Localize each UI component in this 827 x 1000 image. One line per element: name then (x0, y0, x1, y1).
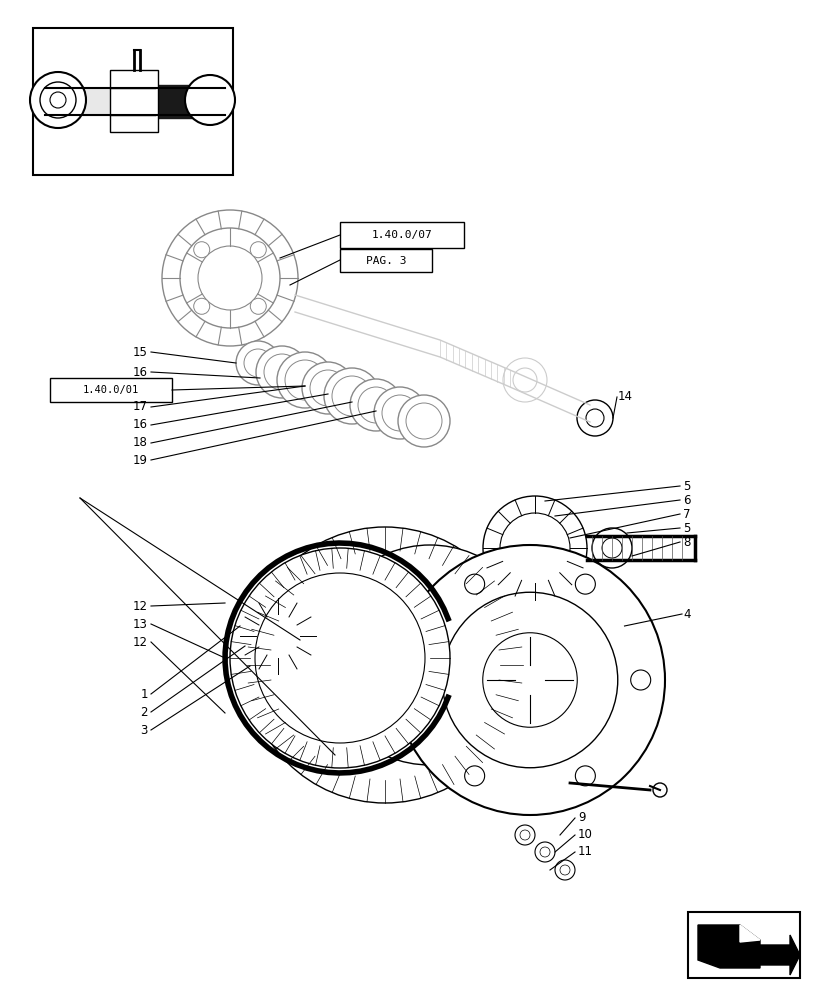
Circle shape (319, 545, 539, 765)
Circle shape (284, 360, 325, 400)
Circle shape (409, 670, 428, 690)
Circle shape (381, 395, 418, 431)
Polygon shape (754, 935, 799, 975)
Circle shape (244, 349, 272, 377)
Text: 12: 12 (133, 599, 148, 612)
Circle shape (374, 387, 425, 439)
Text: PAG. 3: PAG. 3 (366, 255, 406, 265)
Circle shape (184, 75, 235, 125)
Text: 17: 17 (133, 400, 148, 414)
Circle shape (519, 830, 529, 840)
Bar (340, 222, 463, 248)
Circle shape (502, 358, 547, 402)
Text: 16: 16 (133, 418, 148, 432)
Circle shape (255, 573, 424, 743)
Circle shape (653, 783, 667, 797)
Circle shape (332, 376, 371, 416)
Circle shape (236, 341, 280, 385)
Polygon shape (697, 925, 759, 968)
Circle shape (256, 346, 308, 398)
Text: 6: 6 (682, 493, 690, 506)
Circle shape (482, 496, 586, 600)
Circle shape (250, 298, 266, 314)
Text: 4: 4 (682, 607, 690, 620)
Bar (33, 28, 232, 175)
Circle shape (385, 611, 473, 699)
Circle shape (513, 368, 537, 392)
Text: 7: 7 (682, 508, 690, 520)
Circle shape (162, 210, 298, 346)
Text: 5: 5 (682, 480, 690, 492)
Circle shape (198, 246, 261, 310)
Circle shape (575, 766, 595, 786)
Polygon shape (739, 925, 759, 942)
Text: 1.40.0/07: 1.40.0/07 (371, 230, 432, 240)
Circle shape (240, 598, 316, 674)
Circle shape (246, 527, 523, 803)
Bar (110, 70, 158, 132)
Circle shape (455, 578, 479, 602)
Circle shape (256, 614, 299, 658)
Circle shape (342, 643, 366, 667)
Circle shape (394, 545, 664, 815)
Circle shape (398, 395, 449, 447)
Circle shape (554, 860, 574, 880)
Text: 1.40.0/01: 1.40.0/01 (83, 385, 139, 395)
Text: 3: 3 (141, 724, 148, 736)
Circle shape (50, 92, 66, 108)
Text: 2: 2 (141, 706, 148, 718)
Text: 11: 11 (577, 845, 592, 858)
Text: 8: 8 (682, 536, 690, 548)
Circle shape (264, 354, 299, 390)
Text: 15: 15 (133, 346, 148, 359)
Circle shape (302, 362, 354, 414)
Circle shape (601, 538, 621, 558)
Circle shape (586, 409, 603, 427)
Circle shape (40, 82, 76, 118)
Circle shape (309, 370, 346, 406)
Text: 12: 12 (133, 636, 148, 648)
Text: 18: 18 (133, 436, 148, 450)
Circle shape (576, 400, 612, 436)
Circle shape (534, 842, 554, 862)
Circle shape (357, 387, 394, 423)
Circle shape (323, 368, 380, 424)
Bar (155, 85, 215, 118)
Circle shape (30, 72, 86, 128)
Circle shape (194, 242, 209, 258)
Circle shape (277, 352, 332, 408)
Bar (340, 249, 432, 272)
Circle shape (575, 574, 595, 594)
Circle shape (464, 766, 484, 786)
Circle shape (405, 403, 442, 439)
Circle shape (250, 242, 266, 258)
Circle shape (482, 633, 576, 727)
Bar (50, 378, 172, 402)
Text: 19: 19 (133, 454, 148, 466)
Circle shape (630, 670, 650, 690)
Circle shape (464, 574, 484, 594)
Bar (687, 912, 799, 978)
Text: 1: 1 (141, 688, 148, 700)
Circle shape (559, 865, 569, 875)
Circle shape (591, 528, 631, 568)
Text: 9: 9 (577, 811, 585, 824)
Circle shape (539, 847, 549, 857)
Circle shape (230, 548, 449, 768)
Circle shape (350, 379, 402, 431)
Circle shape (514, 825, 534, 845)
Circle shape (500, 513, 569, 583)
Circle shape (194, 298, 209, 314)
Text: 13: 13 (133, 617, 148, 631)
Circle shape (179, 228, 280, 328)
Text: 14: 14 (617, 390, 632, 403)
Text: 16: 16 (133, 365, 148, 378)
Circle shape (455, 708, 479, 732)
Circle shape (442, 592, 617, 768)
Text: 5: 5 (682, 522, 690, 534)
Text: 10: 10 (577, 828, 592, 841)
